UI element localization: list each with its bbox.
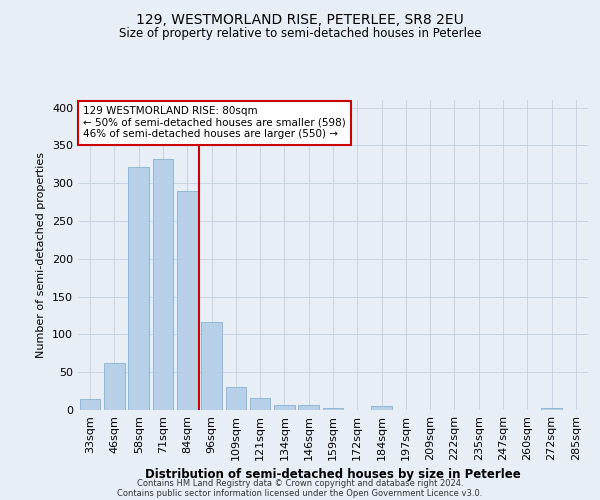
Bar xyxy=(201,322,222,410)
Text: Contains HM Land Registry data © Crown copyright and database right 2024.: Contains HM Land Registry data © Crown c… xyxy=(137,478,463,488)
Bar xyxy=(250,398,271,410)
Bar xyxy=(104,363,125,410)
Text: Size of property relative to semi-detached houses in Peterlee: Size of property relative to semi-detach… xyxy=(119,28,481,40)
Text: 129 WESTMORLAND RISE: 80sqm
← 50% of semi-detached houses are smaller (598)
46% : 129 WESTMORLAND RISE: 80sqm ← 50% of sem… xyxy=(83,106,346,140)
Bar xyxy=(371,406,392,410)
Bar xyxy=(298,406,319,410)
Bar xyxy=(177,190,197,410)
Text: 129, WESTMORLAND RISE, PETERLEE, SR8 2EU: 129, WESTMORLAND RISE, PETERLEE, SR8 2EU xyxy=(136,12,464,26)
Bar xyxy=(323,408,343,410)
Bar xyxy=(152,159,173,410)
Bar xyxy=(80,398,100,410)
Y-axis label: Number of semi-detached properties: Number of semi-detached properties xyxy=(37,152,46,358)
X-axis label: Distribution of semi-detached houses by size in Peterlee: Distribution of semi-detached houses by … xyxy=(145,468,521,481)
Bar xyxy=(274,404,295,410)
Text: Contains public sector information licensed under the Open Government Licence v3: Contains public sector information licen… xyxy=(118,488,482,498)
Bar xyxy=(226,386,246,410)
Bar xyxy=(541,408,562,410)
Bar xyxy=(128,168,149,410)
